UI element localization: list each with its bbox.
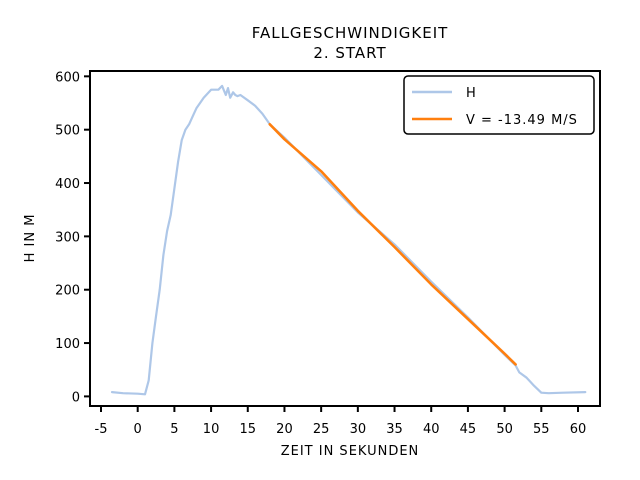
y-tick-label: 100: [55, 337, 80, 352]
y-tick-label: 200: [55, 284, 80, 299]
y-tick-label: 400: [55, 177, 80, 192]
series-line-v: [268, 123, 517, 366]
plot-frame: [89, 70, 601, 407]
x-axis-label: ZEIT IN SEKUNDEN: [281, 444, 420, 459]
x-tick-label: 25: [313, 422, 330, 437]
x-tick-label: 30: [350, 422, 367, 437]
x-tick-label: 45: [460, 422, 477, 437]
x-tick-label: 40: [423, 422, 440, 437]
legend: H V = -13.49 M/S: [403, 75, 595, 135]
x-tick-label: 20: [276, 422, 293, 437]
x-tick-label: 60: [570, 422, 587, 437]
y-tick-label: 500: [55, 124, 80, 139]
x-tick-label: 55: [533, 422, 550, 437]
x-tick-label: -5: [95, 422, 108, 437]
legend-label-h: H: [466, 86, 477, 101]
y-tick-label: 600: [55, 70, 80, 85]
y-axis-label: H IN M: [23, 214, 38, 263]
x-tick-label: 15: [239, 422, 256, 437]
x-tick-label: 50: [496, 422, 513, 437]
legend-label-v: V = -13.49 M/S: [466, 113, 578, 128]
x-tick-label: 0: [134, 422, 142, 437]
x-tick-label: 5: [170, 422, 178, 437]
y-axis: 0 100 200 300 400 500 600: [55, 70, 90, 405]
x-tick-label: 10: [203, 422, 220, 437]
y-tick-label: 300: [55, 230, 80, 245]
chart-title: FALLGESCHWINDIGKEIT: [252, 24, 449, 42]
series-layer: [110, 84, 587, 396]
y-tick-label: 0: [72, 390, 80, 405]
x-tick-label: 35: [386, 422, 403, 437]
chart-subtitle: 2. START: [313, 44, 386, 62]
x-axis: -5 0 5 10 15 20 25 30 35 40 45 50 55 60: [95, 406, 587, 437]
